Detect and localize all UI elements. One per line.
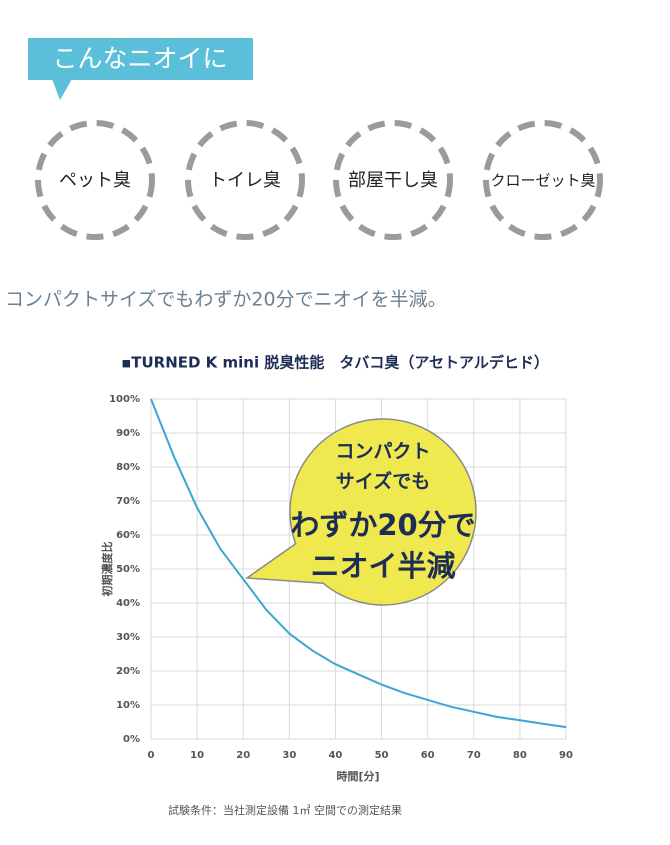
data-line bbox=[150, 398, 567, 729]
y-tick-label: 50% bbox=[116, 564, 140, 575]
callout-text: コンパクト bbox=[335, 441, 430, 463]
x-tick-label: 80 bbox=[513, 750, 527, 761]
y-tick-label: 60% bbox=[116, 530, 140, 541]
x-tick-label: 50 bbox=[375, 750, 389, 761]
x-tick-label: 40 bbox=[328, 750, 342, 761]
y-tick-label: 40% bbox=[116, 598, 140, 609]
footnote: 試験条件：当社測定設備 1㎥ 空間での測定結果 bbox=[168, 803, 402, 817]
dashed-circle bbox=[483, 120, 603, 240]
dashed-circle bbox=[185, 120, 305, 240]
y-tick-label: 30% bbox=[116, 632, 140, 643]
callout-text: サイズでも bbox=[336, 470, 430, 493]
x-tick-label: 20 bbox=[236, 750, 250, 761]
y-tick-label: 90% bbox=[116, 428, 140, 439]
y-tick-label: 10% bbox=[116, 700, 140, 711]
y-tick-label: 20% bbox=[116, 666, 140, 677]
y-tick-label: 100% bbox=[109, 394, 140, 405]
label-box bbox=[28, 38, 253, 80]
y-tick-label: 80% bbox=[116, 462, 140, 473]
smell-label: ペット臭 bbox=[59, 170, 131, 191]
x-tick-label: 10 bbox=[190, 750, 204, 761]
callout-bubble bbox=[244, 418, 477, 606]
y-axis-label: 初期濃度比 bbox=[100, 542, 114, 597]
x-tick-label: 30 bbox=[282, 750, 296, 761]
tagline: コンパクトサイズでもわずか20分でニオイを半減。 bbox=[5, 289, 447, 311]
x-tick-label: 90 bbox=[559, 750, 573, 761]
label-text: こんなニオイに bbox=[52, 44, 227, 73]
dashed-circle bbox=[333, 120, 453, 240]
x-axis-label: 時間[分] bbox=[336, 769, 379, 783]
x-tick-label: 60 bbox=[421, 750, 435, 761]
chart-title: ▪TURNED K mini 脱臭性能 タバコ臭（アセトアルデヒド） bbox=[121, 354, 549, 372]
smell-label: トイレ臭 bbox=[209, 170, 281, 191]
smell-label: 部屋干し臭 bbox=[348, 170, 438, 191]
x-tick-label: 0 bbox=[148, 750, 155, 761]
y-tick-label: 0% bbox=[123, 734, 140, 745]
callout-text: ニオイ半減 bbox=[310, 549, 455, 583]
dashed-circle bbox=[35, 120, 155, 240]
y-tick-label: 70% bbox=[116, 496, 140, 507]
smell-label: クローゼット臭 bbox=[490, 172, 595, 190]
callout-text: わずか20分で bbox=[290, 508, 475, 542]
x-tick-label: 70 bbox=[467, 750, 481, 761]
label-pointer bbox=[52, 79, 72, 100]
